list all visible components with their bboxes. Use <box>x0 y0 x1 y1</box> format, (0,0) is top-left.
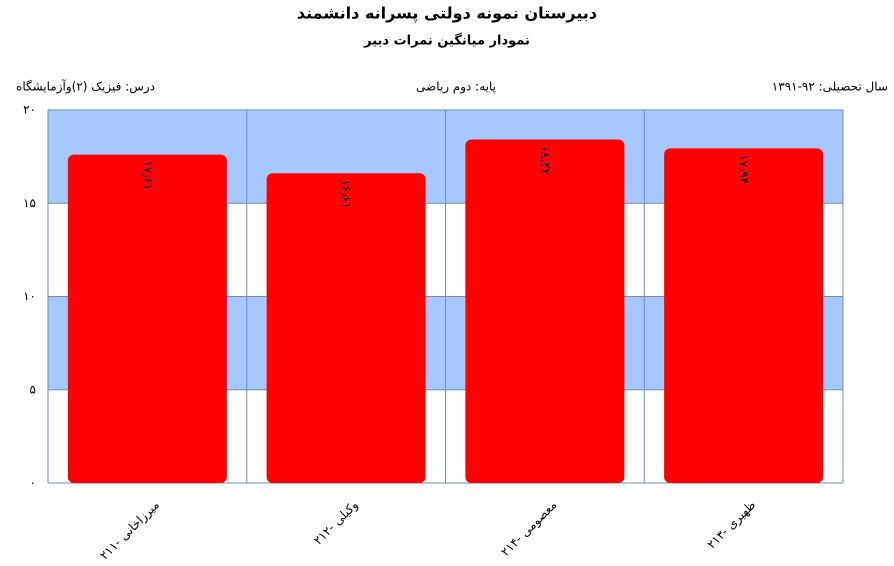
value-label: ۱۶٫۶۱ <box>340 179 354 209</box>
bar <box>67 154 227 484</box>
value-label: ۱۷٫۶۱ <box>141 161 155 191</box>
header-left: درس: فیزیک (۲)وآزمایشگاه <box>16 79 155 95</box>
x-tick-label: معصومی -۲۱۴ <box>498 498 560 560</box>
chart-title: دبیرستان نمونه دولتی پسرانه دانشمند <box>297 4 597 24</box>
y-tick-label: ۲۰ <box>23 103 36 117</box>
header-center: پایه: دوم ریاضی <box>416 80 496 95</box>
bar <box>465 139 625 484</box>
value-label: ۱۸٫۴۲ <box>538 145 552 175</box>
y-tick-label: ۵ <box>30 382 36 396</box>
bar <box>266 173 426 483</box>
chart-subtitle: نمودار میانگین نمرات دبیر <box>363 33 530 49</box>
bar <box>664 148 824 483</box>
header-right: سال تحصیلی: ۹۲-۱۳۹۱ <box>772 80 888 94</box>
x-tick-label: ظهیری -۲۱۳ <box>704 498 759 553</box>
x-tick-label: میرزاخانی -۲۱۱ <box>97 498 163 564</box>
y-tick-label: ۱۵ <box>23 196 36 210</box>
value-label: ۱۷٫۹۴ <box>737 154 751 184</box>
x-tick-label: وکیلی -۲۱۲ <box>311 498 362 549</box>
y-tick-label: ۱۰ <box>23 289 36 303</box>
y-tick-label: ۰ <box>30 476 36 490</box>
